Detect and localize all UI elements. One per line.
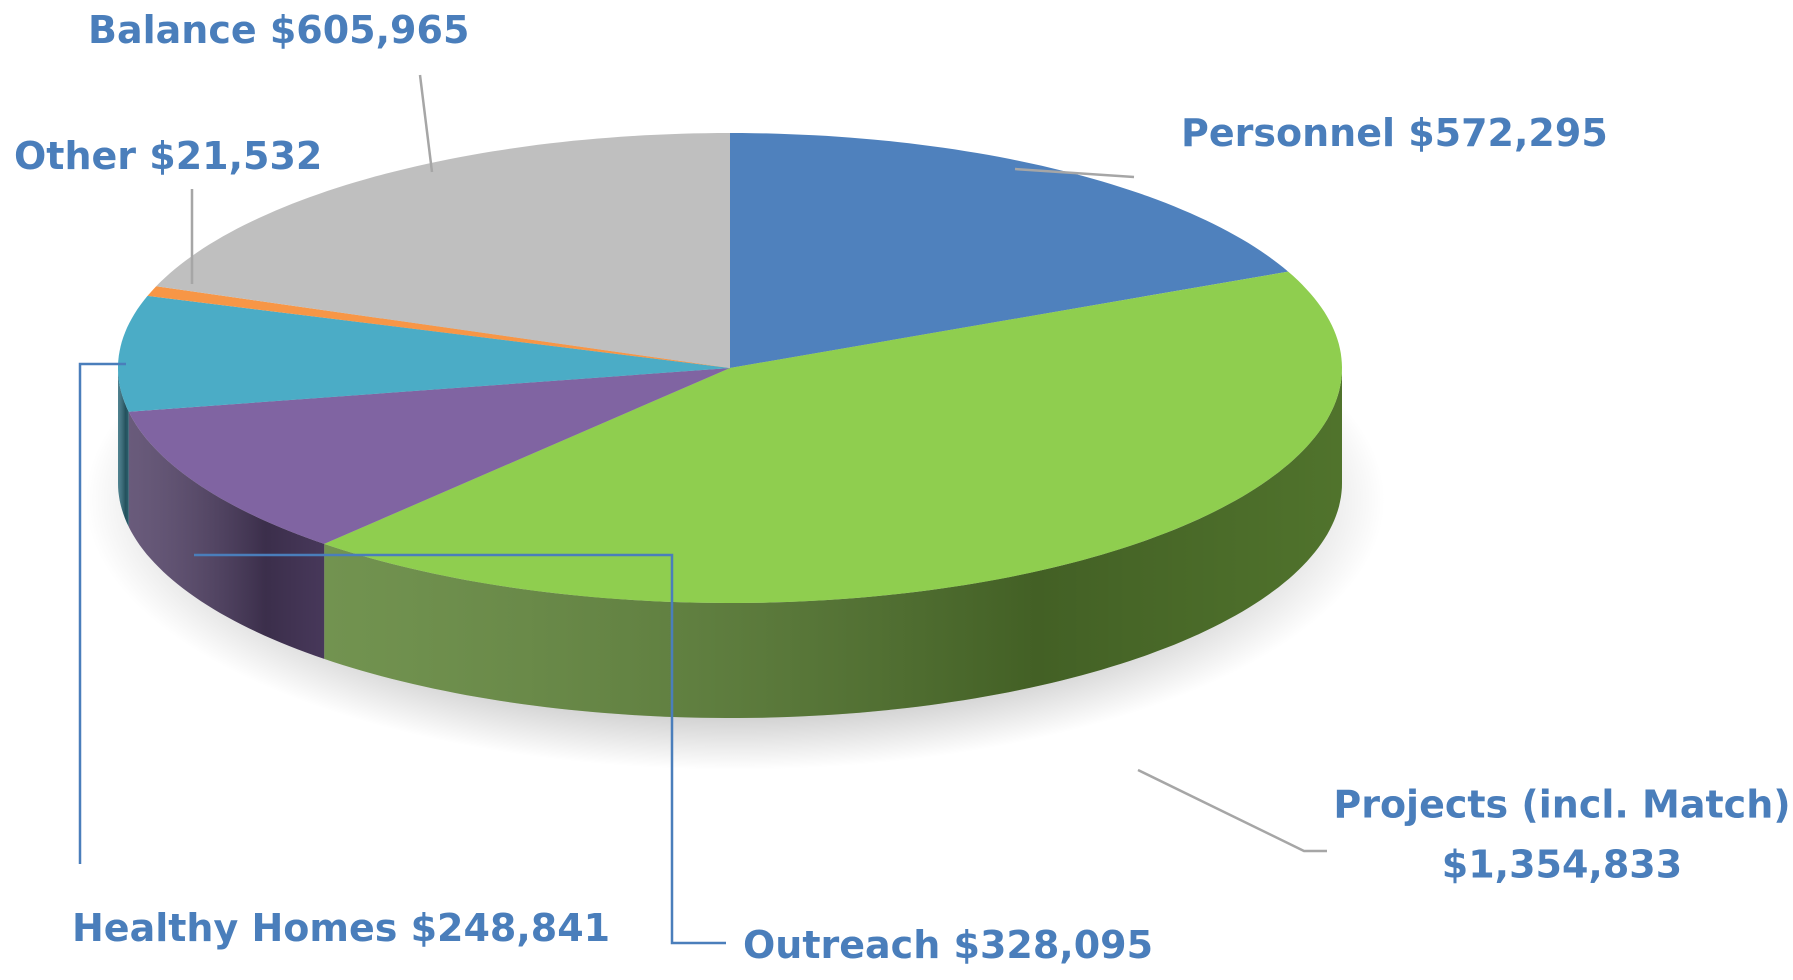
label-name: Projects (incl. Match) — [1333, 783, 1790, 827]
slice-side-shade — [118, 368, 129, 527]
pie-tops — [118, 133, 1342, 603]
data-label: Healthy Homes $248,841 — [72, 906, 610, 950]
leader-line — [1137, 768, 1327, 853]
slice — [730, 133, 1289, 368]
slice — [324, 271, 1342, 603]
data-label: Personnel $572,295 — [1181, 111, 1608, 155]
label-name: Personnel — [1181, 111, 1395, 155]
label-name: Balance — [88, 8, 257, 52]
label-value: $572,295 — [1408, 111, 1608, 155]
slice — [147, 286, 730, 368]
label-value: $248,841 — [411, 906, 611, 950]
leader-line — [78, 362, 126, 864]
data-label: Balance $605,965 — [88, 8, 469, 52]
leader-line — [194, 553, 726, 945]
label-value: $1,354,833 — [1442, 843, 1682, 887]
label-value: $605,965 — [270, 8, 470, 52]
pie-walls — [118, 368, 1342, 718]
label-name: Healthy Homes — [72, 906, 397, 950]
labels: Personnel $572,295 Projects (incl. Match… — [14, 8, 1791, 967]
label-name: Other — [14, 134, 136, 178]
slice-side-shade — [128, 411, 325, 659]
leader-lines — [78, 74, 1327, 945]
slice-side-shade — [324, 368, 1342, 718]
label-name: Outreach — [743, 923, 940, 967]
label-value: $328,095 — [954, 923, 1154, 967]
leader-line — [1014, 167, 1135, 179]
slice — [118, 295, 730, 412]
data-label: Outreach $328,095 — [743, 923, 1153, 967]
slice — [128, 368, 730, 544]
label-value: $21,532 — [149, 134, 322, 178]
data-label: Other $21,532 — [14, 134, 322, 178]
leader-line — [418, 74, 434, 173]
slice — [156, 133, 730, 368]
